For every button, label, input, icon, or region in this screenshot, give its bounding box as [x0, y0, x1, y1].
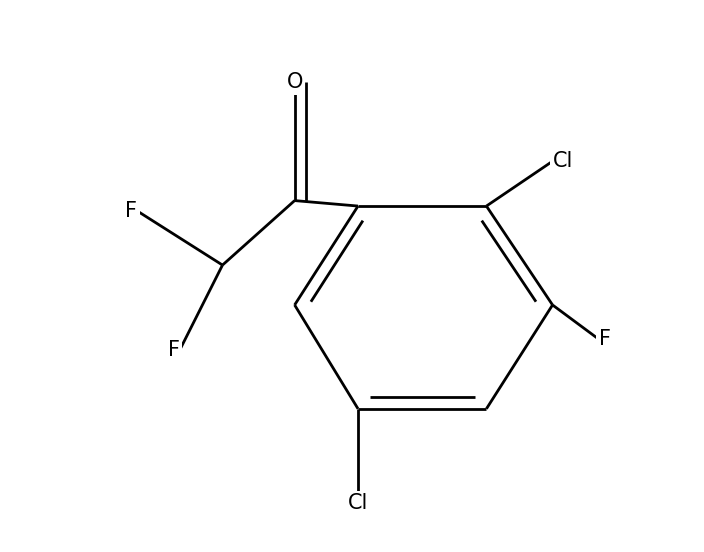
Text: F: F: [599, 330, 611, 349]
Text: O: O: [287, 72, 303, 92]
Text: F: F: [168, 340, 180, 360]
Text: Cl: Cl: [553, 151, 573, 171]
Text: Cl: Cl: [348, 493, 368, 513]
Text: F: F: [125, 201, 137, 221]
